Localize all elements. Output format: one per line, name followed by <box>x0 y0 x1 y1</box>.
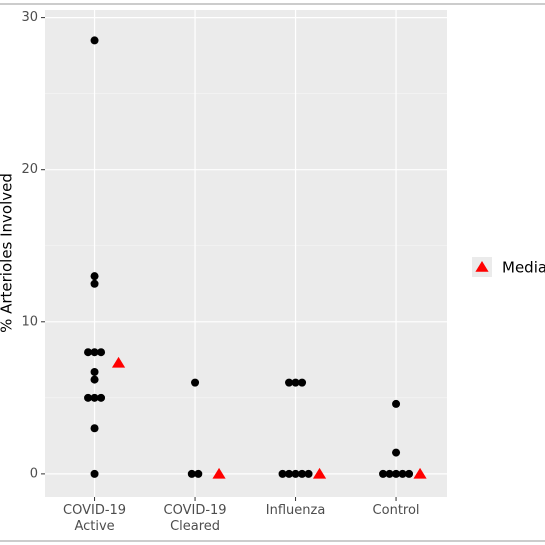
data-point <box>392 469 401 478</box>
data-point <box>379 469 388 478</box>
data-point <box>97 393 106 402</box>
data-point <box>191 378 200 387</box>
y-tick-label: 10 <box>21 314 38 329</box>
data-point <box>90 279 99 288</box>
data-point <box>392 399 401 408</box>
median-marker <box>413 467 427 479</box>
data-point <box>385 469 394 478</box>
data-point <box>90 393 99 402</box>
legend-label: Median <box>502 259 545 277</box>
data-point <box>90 36 99 45</box>
data-point <box>304 469 313 478</box>
data-point <box>298 469 307 478</box>
y-tick-label: 0 <box>30 466 38 481</box>
data-point <box>187 469 196 478</box>
data-point <box>90 375 99 384</box>
y-tick-label: 30 <box>21 10 38 25</box>
data-point <box>285 378 294 387</box>
data-point <box>398 469 407 478</box>
data-point <box>90 469 99 478</box>
data-point <box>84 393 93 402</box>
data-point <box>194 469 203 478</box>
data-point <box>97 348 106 357</box>
data-point <box>392 448 401 457</box>
data-point <box>90 424 99 433</box>
median-marker <box>312 467 327 479</box>
legend-marker <box>475 261 489 272</box>
panel <box>45 10 447 497</box>
x-tick-label: COVID-19 Active <box>63 503 127 534</box>
y-tick-label: 20 <box>21 162 38 177</box>
y-axis-label: % Arterioles Involved <box>0 173 16 333</box>
x-tick-label: Influenza <box>265 503 326 518</box>
x-tick-label: Control <box>372 503 420 518</box>
x-tick-label: COVID-19 Cleared <box>163 503 227 534</box>
median-marker <box>111 356 126 368</box>
data-point <box>84 348 93 357</box>
data-point <box>405 469 414 478</box>
data-point <box>90 348 99 357</box>
data-point <box>291 378 300 387</box>
data-point <box>285 469 294 478</box>
data-point <box>291 469 300 478</box>
data-point <box>90 367 99 376</box>
data-point <box>90 272 99 281</box>
data-point <box>278 469 287 478</box>
median-marker <box>212 467 226 479</box>
data-point <box>298 378 307 387</box>
